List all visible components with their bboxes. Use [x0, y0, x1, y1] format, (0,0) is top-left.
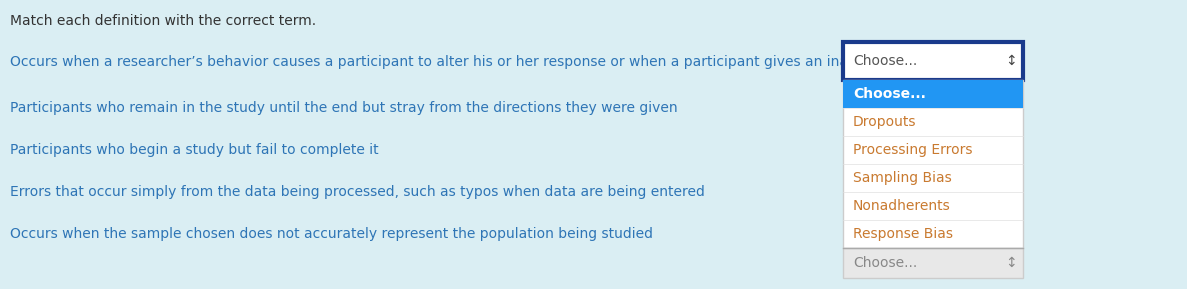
Text: Nonadherents: Nonadherents — [853, 199, 951, 213]
Text: Choose...: Choose... — [853, 87, 926, 101]
Bar — [843, 42, 1023, 80]
Text: Occurs when a researcher’s behavior causes a participant to alter his or her res: Occurs when a researcher’s behavior caus… — [9, 55, 967, 69]
Bar — [843, 80, 1023, 108]
Text: Dropouts: Dropouts — [853, 115, 916, 129]
Text: ↕: ↕ — [1005, 256, 1017, 270]
Text: Choose...: Choose... — [853, 256, 918, 270]
Text: Participants who begin a study but fail to complete it: Participants who begin a study but fail … — [9, 143, 379, 157]
Text: Match each definition with the correct term.: Match each definition with the correct t… — [9, 14, 316, 28]
Bar — [843, 80, 1023, 248]
Text: Choose...: Choose... — [853, 54, 918, 68]
Text: Errors that occur simply from the data being processed, such as typos when data : Errors that occur simply from the data b… — [9, 185, 705, 199]
Bar — [843, 248, 1023, 278]
Text: ↕: ↕ — [1005, 54, 1017, 68]
Text: Response Bias: Response Bias — [853, 227, 953, 241]
Text: Participants who remain in the study until the end but stray from the directions: Participants who remain in the study unt… — [9, 101, 678, 115]
Text: Occurs when the sample chosen does not accurately represent the population being: Occurs when the sample chosen does not a… — [9, 227, 653, 241]
Text: Processing Errors: Processing Errors — [853, 143, 972, 157]
Text: Sampling Bias: Sampling Bias — [853, 171, 952, 185]
